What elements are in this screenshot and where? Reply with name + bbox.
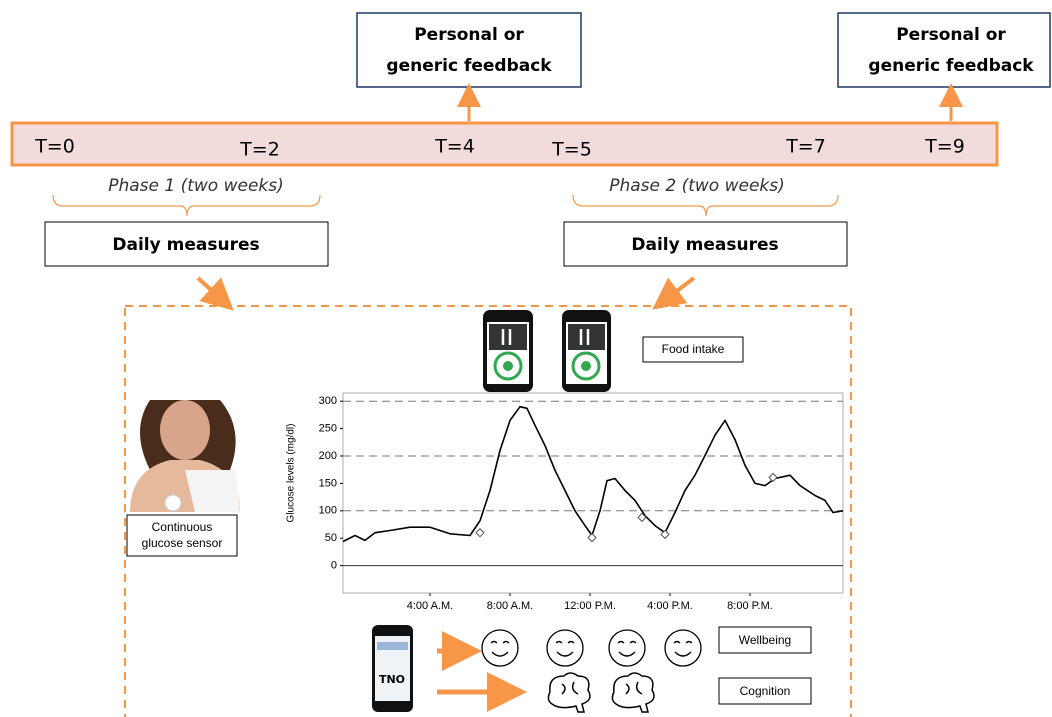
brand-text: TNO <box>379 673 405 686</box>
brace <box>53 195 320 216</box>
time-label: T=5 <box>551 139 592 161</box>
brain <box>548 673 590 712</box>
time-label: T=7 <box>785 136 826 158</box>
smiley-face <box>674 642 692 657</box>
y-tick-label: 200 <box>319 450 337 462</box>
plot-frame <box>343 393 843 593</box>
label-text: Cognition <box>740 684 791 698</box>
smiley-icons <box>482 630 701 666</box>
label-text: Continuous <box>152 520 213 534</box>
smiley <box>547 630 583 666</box>
time-label: T=9 <box>924 136 965 158</box>
measures-text: Daily measures <box>631 235 778 255</box>
x-tick-label: 4:00 P.M. <box>647 600 693 612</box>
arrow <box>665 278 694 300</box>
smiley-face <box>556 642 574 657</box>
timeline-bar <box>12 123 997 165</box>
feedback-text: Personal or <box>896 25 1006 45</box>
smiley-face <box>618 642 636 657</box>
sensor-photo <box>130 400 240 512</box>
x-tick-label: 4:00 A.M. <box>407 600 453 612</box>
phase-label: Phase 2 (two weeks) <box>609 176 785 196</box>
brain-icons <box>548 673 654 712</box>
smiley <box>665 630 701 666</box>
brain <box>612 673 654 712</box>
data-marker <box>588 534 596 542</box>
data-marker <box>769 473 777 481</box>
y-tick-label: 300 <box>319 395 337 407</box>
glucose-chart: 0 50 100 150 200 250 300 4:00 A.M. 8:00 A.M. 12:0… <box>286 393 843 612</box>
smiley-face <box>491 642 509 657</box>
smiley <box>609 630 645 666</box>
y-tick-label: 250 <box>319 423 337 435</box>
time-label: T=4 <box>434 136 475 158</box>
y-tick-label: 150 <box>319 477 337 489</box>
x-tick-label: 8:00 P.M. <box>727 600 773 612</box>
phase-label: Phase 1 (two weeks) <box>108 176 284 196</box>
data-marker <box>476 529 484 537</box>
feedback-text: generic feedback <box>868 56 1034 76</box>
x-tick-label: 12:00 P.M. <box>564 600 616 612</box>
label-text: glucose sensor <box>142 536 223 550</box>
glucose-line <box>343 407 843 542</box>
phone-icon <box>562 310 611 392</box>
brace <box>573 195 838 216</box>
y-tick-label: 0 <box>331 560 337 572</box>
time-label: T=0 <box>34 136 75 158</box>
phone-icon <box>372 625 413 712</box>
y-tick-label: 100 <box>319 505 337 517</box>
smiley <box>482 630 518 666</box>
feedback-text: Personal or <box>414 25 524 45</box>
y-axis-label: Glucose levels (mg/dl) <box>286 424 297 523</box>
x-tick-label: 8:00 A.M. <box>487 600 533 612</box>
phone-icon <box>483 310 533 392</box>
measures-text: Daily measures <box>112 235 259 255</box>
time-label: T=2 <box>239 139 280 161</box>
label-text: Food intake <box>662 342 725 356</box>
y-tick-label: 50 <box>325 532 337 544</box>
diagram: Personal or generic feedback Personal or… <box>0 0 1052 717</box>
feedback-text: generic feedback <box>386 56 552 76</box>
label-text: Wellbeing <box>739 633 791 647</box>
arrow <box>198 278 222 300</box>
